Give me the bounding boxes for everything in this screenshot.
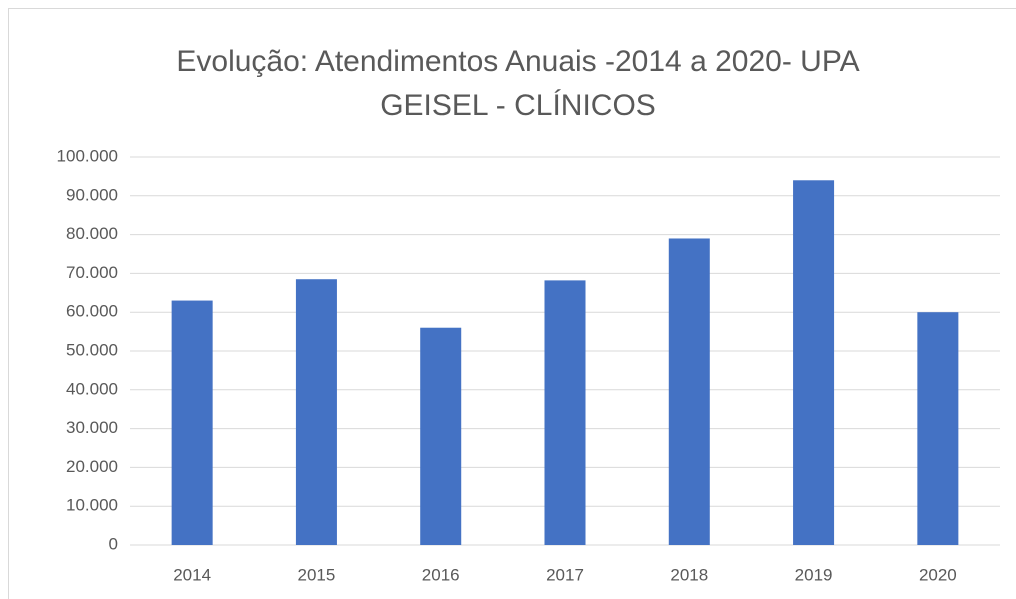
bar bbox=[295, 279, 337, 545]
y-tick-label: 10.000 bbox=[66, 496, 118, 515]
x-tick-label: 2015 bbox=[298, 565, 336, 584]
bar bbox=[171, 300, 213, 545]
bar bbox=[544, 280, 586, 545]
x-tick-label: 2016 bbox=[422, 565, 460, 584]
y-tick-label: 80.000 bbox=[66, 224, 118, 243]
x-tick-label: 2019 bbox=[795, 565, 833, 584]
chart-title: Evolução: Atendimentos Anuais -2014 a 20… bbox=[176, 45, 860, 122]
y-tick-label: 50.000 bbox=[66, 340, 118, 359]
bar bbox=[420, 327, 462, 545]
y-tick-label: 90.000 bbox=[66, 185, 118, 204]
y-tick-label: 100.000 bbox=[57, 146, 118, 165]
y-tick-label: 60.000 bbox=[66, 302, 118, 321]
y-tick-label: 30.000 bbox=[66, 418, 118, 437]
chart-border bbox=[8, 8, 1016, 599]
bar bbox=[917, 312, 959, 545]
y-tick-label: 70.000 bbox=[66, 263, 118, 282]
y-tick-label: 40.000 bbox=[66, 379, 118, 398]
x-tick-label: 2017 bbox=[546, 565, 584, 584]
y-tick-label: 0 bbox=[109, 534, 118, 553]
x-tick-label: 2018 bbox=[670, 565, 708, 584]
y-tick-label: 20.000 bbox=[66, 457, 118, 476]
bar bbox=[668, 238, 710, 546]
bar bbox=[793, 180, 835, 545]
x-tick-label: 2014 bbox=[173, 565, 211, 584]
x-tick-label: 2020 bbox=[919, 565, 957, 584]
